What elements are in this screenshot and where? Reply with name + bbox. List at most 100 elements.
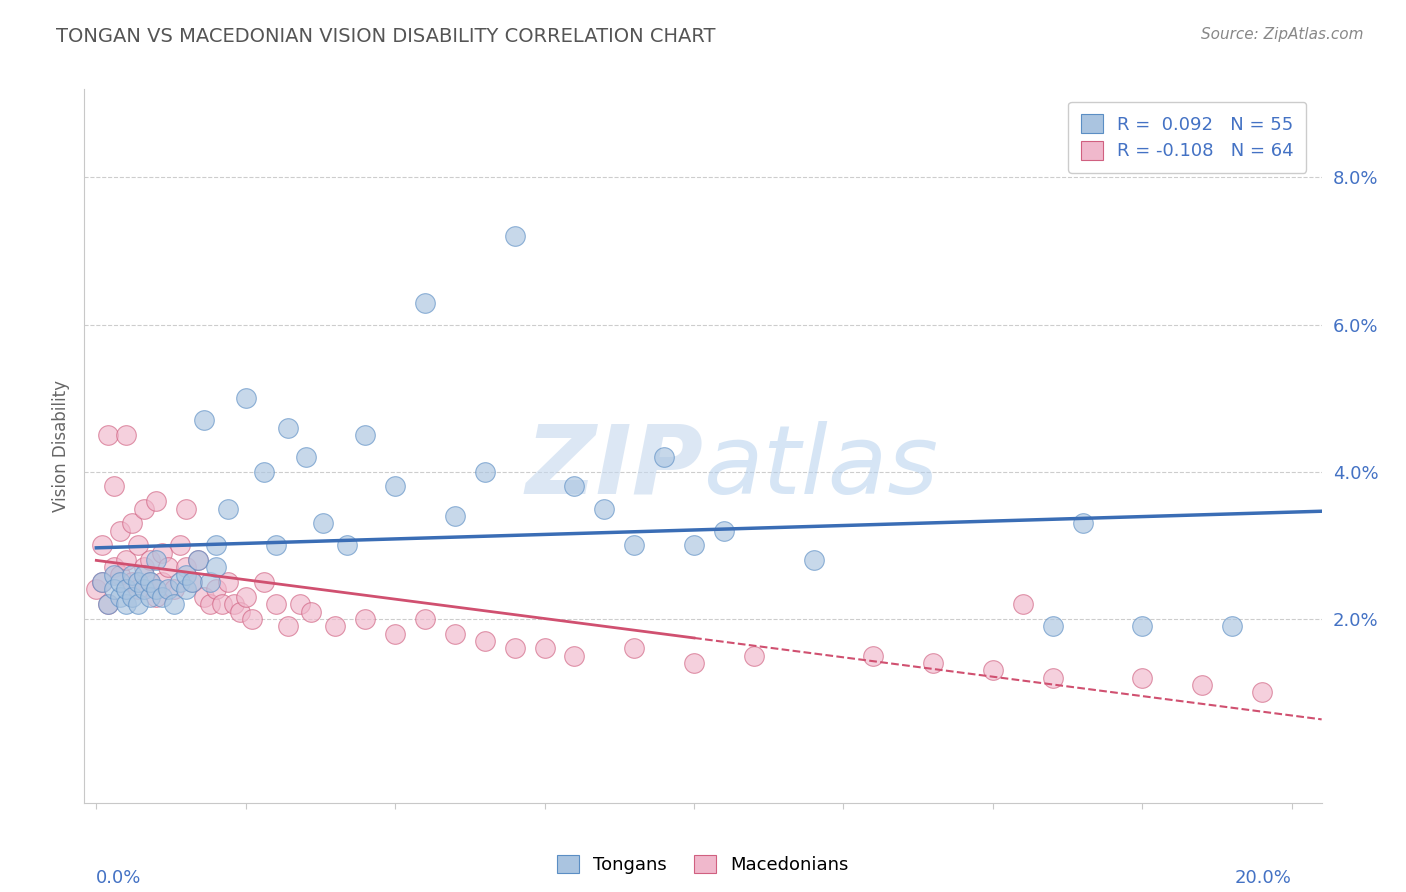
Point xyxy=(110,575,132,590)
Point xyxy=(413,612,436,626)
Text: 20.0%: 20.0% xyxy=(1234,869,1292,887)
Point xyxy=(1130,619,1153,633)
Point xyxy=(91,575,114,590)
Point xyxy=(121,590,143,604)
Point xyxy=(115,582,138,597)
Point xyxy=(1130,671,1153,685)
Point xyxy=(742,648,765,663)
Point xyxy=(174,501,197,516)
Point xyxy=(145,553,167,567)
Point xyxy=(217,501,239,516)
Point xyxy=(229,605,252,619)
Point xyxy=(264,597,287,611)
Point xyxy=(169,575,191,590)
Point xyxy=(862,648,884,663)
Point xyxy=(1011,597,1033,611)
Point xyxy=(444,508,467,523)
Point xyxy=(593,501,616,516)
Point xyxy=(127,538,149,552)
Point xyxy=(503,641,526,656)
Point xyxy=(1250,685,1272,699)
Point xyxy=(115,597,138,611)
Point xyxy=(652,450,675,464)
Point xyxy=(187,553,209,567)
Point xyxy=(413,295,436,310)
Point xyxy=(139,553,162,567)
Point xyxy=(121,567,143,582)
Point xyxy=(91,575,114,590)
Point xyxy=(564,479,586,493)
Point xyxy=(474,465,496,479)
Point xyxy=(145,590,167,604)
Point xyxy=(139,575,162,590)
Point xyxy=(713,524,735,538)
Point xyxy=(134,567,156,582)
Point xyxy=(174,567,197,582)
Point xyxy=(683,538,706,552)
Point xyxy=(294,450,316,464)
Point xyxy=(174,560,197,574)
Point xyxy=(134,582,156,597)
Point xyxy=(325,619,347,633)
Point xyxy=(198,597,221,611)
Point xyxy=(564,648,586,663)
Point xyxy=(86,582,108,597)
Point xyxy=(1071,516,1094,531)
Point xyxy=(336,538,359,552)
Point xyxy=(134,560,156,574)
Point xyxy=(384,479,406,493)
Point xyxy=(145,494,167,508)
Point xyxy=(193,413,215,427)
Point xyxy=(533,641,555,656)
Point xyxy=(503,229,526,244)
Point xyxy=(444,626,467,640)
Point xyxy=(127,582,149,597)
Point xyxy=(110,590,132,604)
Point xyxy=(623,538,645,552)
Point xyxy=(253,575,276,590)
Point xyxy=(150,590,173,604)
Point xyxy=(127,575,149,590)
Point xyxy=(187,553,209,567)
Point xyxy=(384,626,406,640)
Point xyxy=(803,553,825,567)
Text: ZIP: ZIP xyxy=(524,421,703,514)
Legend: R =  0.092   N = 55, R = -0.108   N = 64: R = 0.092 N = 55, R = -0.108 N = 64 xyxy=(1069,102,1306,173)
Point xyxy=(1042,671,1064,685)
Point xyxy=(922,656,945,670)
Point xyxy=(683,656,706,670)
Point xyxy=(127,597,149,611)
Point xyxy=(121,516,143,531)
Point xyxy=(1191,678,1213,692)
Point xyxy=(134,501,156,516)
Point xyxy=(264,538,287,552)
Point xyxy=(139,590,162,604)
Point xyxy=(474,634,496,648)
Point xyxy=(222,597,245,611)
Y-axis label: Vision Disability: Vision Disability xyxy=(52,380,70,512)
Point xyxy=(312,516,335,531)
Point xyxy=(235,391,257,405)
Point xyxy=(121,575,143,590)
Point xyxy=(97,597,120,611)
Point xyxy=(205,560,228,574)
Point xyxy=(97,597,120,611)
Point xyxy=(150,575,173,590)
Text: TONGAN VS MACEDONIAN VISION DISABILITY CORRELATION CHART: TONGAN VS MACEDONIAN VISION DISABILITY C… xyxy=(56,27,716,45)
Text: Source: ZipAtlas.com: Source: ZipAtlas.com xyxy=(1201,27,1364,42)
Point xyxy=(217,575,239,590)
Point xyxy=(157,582,180,597)
Point xyxy=(103,567,125,582)
Point xyxy=(157,560,180,574)
Point xyxy=(253,465,276,479)
Point xyxy=(91,538,114,552)
Point xyxy=(211,597,233,611)
Point xyxy=(163,582,186,597)
Point xyxy=(181,575,204,590)
Point xyxy=(205,538,228,552)
Point xyxy=(277,420,299,434)
Point xyxy=(169,538,191,552)
Point xyxy=(115,553,138,567)
Point xyxy=(981,664,1004,678)
Point xyxy=(301,605,323,619)
